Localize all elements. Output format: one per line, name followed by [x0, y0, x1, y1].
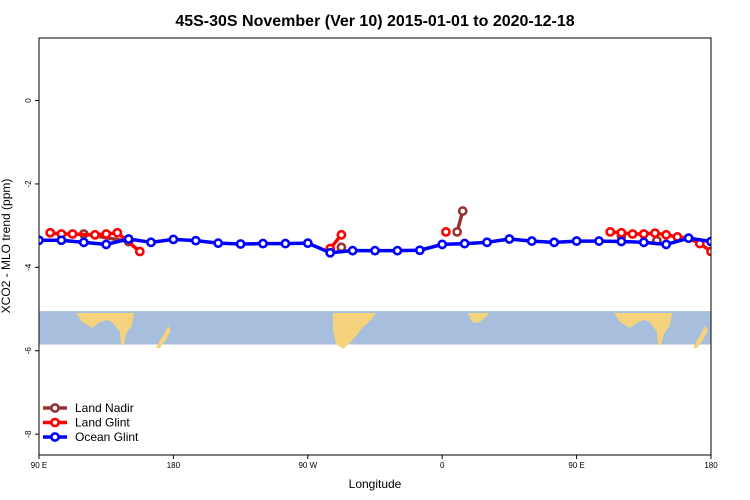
- ocean-glint-point: [258, 238, 268, 249]
- legend-label: Land Nadir: [75, 401, 134, 415]
- ocean-glint-point: [347, 245, 358, 256]
- ocean-glint-point: [190, 235, 201, 246]
- ocean-glint-point: [638, 237, 649, 248]
- x-tick-label: 90 E: [31, 461, 47, 470]
- land-glint-point: [616, 227, 627, 238]
- ocean-glint-point: [370, 245, 380, 256]
- legend-marker: [50, 417, 60, 428]
- australia-land-2: [614, 313, 672, 345]
- land-glint-point: [441, 227, 451, 237]
- land-glint-point: [101, 229, 112, 239]
- legend-item-land-nadir: Land Nadir: [43, 401, 134, 415]
- series-layer: [39, 206, 711, 258]
- y-axis-label: XCO2 - MLO trend (ppm): [0, 179, 13, 314]
- ocean-glint-point: [325, 247, 336, 258]
- x-tick-label: 0: [440, 461, 445, 470]
- land-nadir-point: [452, 227, 463, 237]
- ocean-glint-point: [504, 234, 515, 244]
- ocean-glint-point: [459, 238, 470, 249]
- chart-title: 45S-30S November (Ver 10) 2015-01-01 to …: [175, 13, 574, 30]
- legend-label: Ocean Glint: [75, 430, 139, 444]
- legend-marker: [50, 432, 60, 442]
- ocean-glint-point: [168, 234, 179, 245]
- ocean-glint-point: [526, 236, 537, 246]
- ocean-glint-point: [594, 236, 604, 246]
- y-tick-label: -2: [24, 180, 33, 188]
- ocean-glint-point: [683, 233, 694, 244]
- legend-item-land-glint: Land Glint: [43, 416, 130, 430]
- land-glint-point: [605, 227, 616, 237]
- land-nadir-point: [457, 206, 468, 216]
- land-glint-point: [336, 229, 347, 240]
- ocean-glint-point: [78, 237, 89, 248]
- series-ocean-glint: [39, 233, 711, 258]
- land-glint-line: [610, 230, 711, 253]
- x-tick-label: 90 W: [298, 461, 317, 470]
- ocean-glint-point: [571, 236, 582, 246]
- land-glint-point: [112, 227, 123, 238]
- ocean-glint-point: [235, 239, 246, 249]
- land-glint-point: [90, 229, 100, 240]
- world-map-band: [39, 311, 711, 349]
- plot-frame: [38, 37, 712, 456]
- x-tick-label: 180: [704, 461, 718, 470]
- ocean-glint-point: [101, 239, 112, 250]
- south-america-land: [333, 313, 376, 349]
- land-glint-point: [45, 227, 56, 238]
- ocean-glint-point: [280, 238, 291, 249]
- x-tick-label: 180: [167, 461, 181, 470]
- legend-label: Land Glint: [75, 416, 130, 430]
- y-tick-label: -6: [24, 347, 33, 355]
- new-zealand-land: [156, 326, 171, 348]
- ocean-glint-point: [706, 236, 711, 247]
- land-glint-point: [67, 229, 78, 239]
- land-glint-point: [627, 229, 638, 239]
- x-axis-label: Longitude: [349, 477, 402, 491]
- ocean-glint-point: [146, 237, 156, 248]
- land-glint-point: [661, 229, 672, 240]
- ocean-glint-point: [414, 245, 425, 256]
- ocean-glint-point: [392, 245, 403, 256]
- ocean-glint-point: [661, 239, 672, 250]
- ocean-glint-point: [302, 238, 313, 249]
- new-zealand-land-2: [693, 326, 708, 348]
- y-tick-label: 0: [24, 98, 33, 103]
- ocean-glint-point: [482, 237, 492, 248]
- land-glint-point: [706, 246, 711, 257]
- x-axis: 90 E 180 90 W 0 90 E 180: [31, 455, 718, 470]
- y-tick-label: -4: [24, 263, 33, 271]
- legend-item-ocean-glint: Ocean Glint: [43, 430, 139, 444]
- ocean-glint-point: [123, 234, 134, 244]
- ocean-glint-point: [549, 237, 560, 248]
- australia-land: [76, 313, 134, 345]
- land-glint-point: [134, 246, 145, 257]
- x-tick-label: 90 E: [568, 461, 584, 470]
- ocean-glint-point: [213, 238, 224, 249]
- legend-marker: [50, 403, 60, 413]
- ocean-glint-point: [437, 239, 448, 250]
- ocean-glint-point: [56, 235, 67, 246]
- land-glint-point: [638, 229, 649, 239]
- land-glint-point: [650, 228, 660, 239]
- africa-land: [468, 313, 489, 323]
- ocean-background: [39, 311, 711, 345]
- y-tick-label: -8: [24, 430, 33, 438]
- ocean-glint-point: [616, 236, 627, 247]
- y-axis: 0 -2 -4 -6 -8: [24, 98, 39, 438]
